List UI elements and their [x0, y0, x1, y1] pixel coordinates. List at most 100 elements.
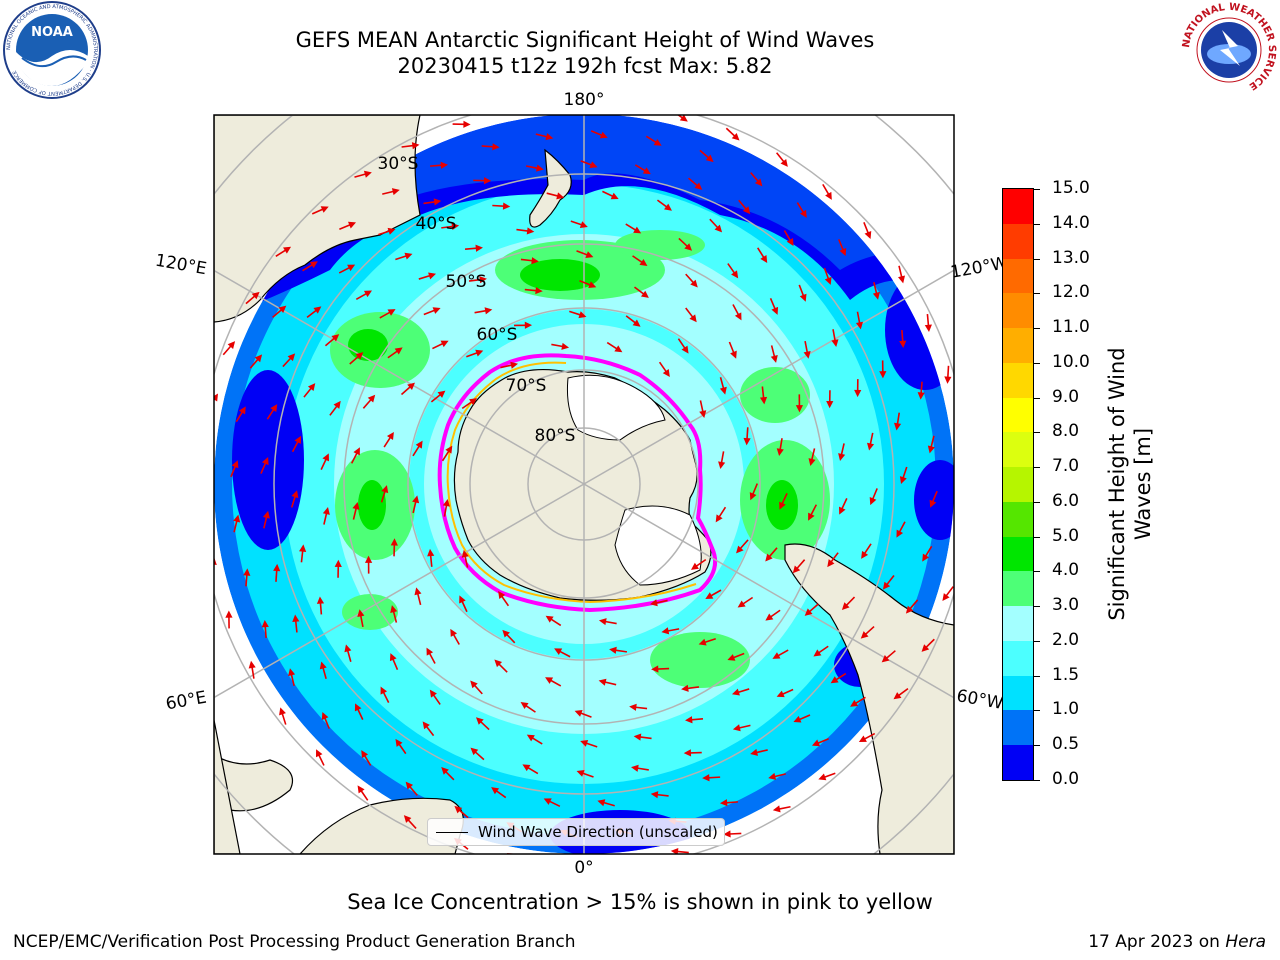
chart-title: GEFS MEAN Antarctic Significant Height o…	[295, 28, 875, 52]
colorbar-tick-label: 4.0	[1052, 560, 1080, 581]
wave-direction-arrow	[656, 199, 668, 208]
wave-direction-arrow	[245, 574, 248, 587]
wave-direction-arrow	[506, 109, 518, 111]
wave-direction-arrow	[230, 465, 237, 478]
wave-direction-arrowhead	[363, 290, 373, 298]
wave-direction-arrow	[324, 717, 330, 729]
wave-direction-arrowhead	[202, 448, 209, 456]
wave-direction-arrow	[873, 282, 878, 294]
wave-direction-arrowhead	[429, 689, 437, 698]
wave-direction-arrowhead	[344, 644, 352, 653]
wave-direction-arrow	[677, 338, 686, 349]
wave-direction-arrow	[423, 309, 436, 316]
wave-direction-arrowhead	[432, 307, 441, 314]
colorbar-segment	[1003, 223, 1033, 259]
wave-direction-arrowhead	[520, 702, 529, 710]
wave-direction-arrow	[757, 247, 765, 259]
wave-direction-arrow	[864, 625, 875, 636]
wave-direction-arrow	[535, 133, 548, 138]
wave-direction-arrowhead	[494, 659, 503, 668]
wave-direction-arrowhead	[526, 734, 535, 742]
wave-direction-arrow	[350, 452, 358, 464]
wave-direction-arrowhead	[799, 209, 807, 218]
wave-direction-arrowhead	[760, 255, 768, 264]
run-date-text: 17 Apr 2023 on	[1088, 932, 1220, 952]
wave-direction-arrow	[464, 555, 469, 568]
wave-direction-arrowhead	[864, 231, 872, 240]
wave-direction-arrow	[290, 674, 295, 686]
wave-direction-arrowhead	[313, 306, 322, 314]
lon-label-180: 180°	[564, 90, 605, 110]
wave-direction-arrowhead	[827, 559, 835, 568]
wave-direction-arrowhead	[579, 221, 588, 229]
wave-direction-arrow	[677, 850, 689, 854]
wave-direction-arrow	[718, 506, 727, 518]
wave-direction-arrowhead	[867, 442, 875, 451]
wave-direction-arrow	[432, 694, 441, 705]
wave-direction-arrowhead	[475, 717, 484, 725]
wave-direction-arrow	[550, 679, 562, 687]
lat-label-40: 40°S	[416, 214, 457, 234]
wave-direction-arrowhead	[292, 614, 300, 623]
wave-direction-arrow	[830, 552, 839, 563]
wave-direction-arrow	[319, 602, 323, 615]
wave-direction-arrow	[658, 361, 667, 373]
wave-direction-arrow	[779, 438, 783, 450]
wave-direction-arrowhead	[243, 568, 251, 576]
wave-direction-arrow	[323, 513, 328, 525]
wave-direction-arrowhead	[956, 430, 963, 438]
wave-direction-arrow	[728, 341, 735, 354]
wave-direction-arrowhead	[510, 361, 519, 369]
wave-direction-arrow	[290, 496, 296, 508]
colorbar-tick-label: 3.0	[1052, 595, 1080, 616]
wave-direction-arrow	[430, 164, 442, 167]
wave-direction-arrow	[804, 340, 809, 353]
wave-direction-arrow	[963, 476, 967, 487]
wave-direction-arrow	[742, 596, 754, 605]
wave-direction-arrow	[395, 255, 407, 261]
wave-direction-arrowhead	[331, 334, 340, 342]
wave-direction-arrow	[709, 218, 719, 229]
wave-direction-arrowhead	[639, 258, 648, 266]
colorbar-segment	[1003, 745, 1033, 780]
wave-direction-arrowhead	[838, 453, 846, 461]
wave-direction-arrow	[260, 462, 267, 474]
wave-direction-arrow	[618, 102, 628, 107]
wave-direction-arrow	[691, 718, 704, 721]
wave-direction-arrow	[783, 230, 792, 242]
wave-direction-arrowhead	[896, 529, 904, 538]
wave-direction-arrowhead	[749, 492, 757, 501]
wave-direction-arrowhead	[454, 805, 463, 814]
colorbar-tick-label: 10.0	[1052, 351, 1090, 372]
wave-direction-arrowhead	[261, 457, 269, 466]
wave-direction-arrow	[468, 278, 481, 282]
wave-direction-arrowhead	[470, 680, 478, 689]
wave-direction-arrow	[761, 386, 765, 399]
wave-direction-arrow	[520, 258, 533, 262]
wave-direction-arrow	[959, 420, 961, 431]
wave-direction-arrow	[320, 458, 327, 470]
wave-direction-arrow	[559, 650, 571, 658]
wave-direction-arrow	[379, 311, 391, 319]
wave-direction-arrowhead	[316, 596, 325, 604]
colorbar-segment	[1003, 293, 1033, 329]
wave-direction-arrow	[360, 790, 369, 801]
wave-direction-arrowhead	[380, 686, 388, 695]
wave-direction-arrowhead	[872, 291, 880, 300]
wave-direction-arrowhead	[632, 319, 641, 327]
wave-direction-arrowhead	[315, 749, 323, 758]
wave-direction-arrowhead	[731, 270, 739, 279]
wave-direction-arrowhead	[214, 393, 219, 402]
wave-direction-arrowhead	[824, 276, 832, 285]
wave-direction-arrow	[445, 770, 455, 781]
wave-direction-arrowhead	[554, 648, 563, 655]
wave-direction-arrow	[634, 164, 646, 172]
wave-direction-arrow	[871, 488, 878, 500]
wave-direction-arrow	[354, 173, 366, 178]
wave-direction-arrowhead	[855, 321, 864, 330]
lon-label-120w: 120°W	[949, 253, 1010, 283]
wave-direction-arrow	[756, 749, 768, 754]
wave-direction-arrow	[550, 618, 562, 627]
ice-shelves	[567, 374, 702, 586]
